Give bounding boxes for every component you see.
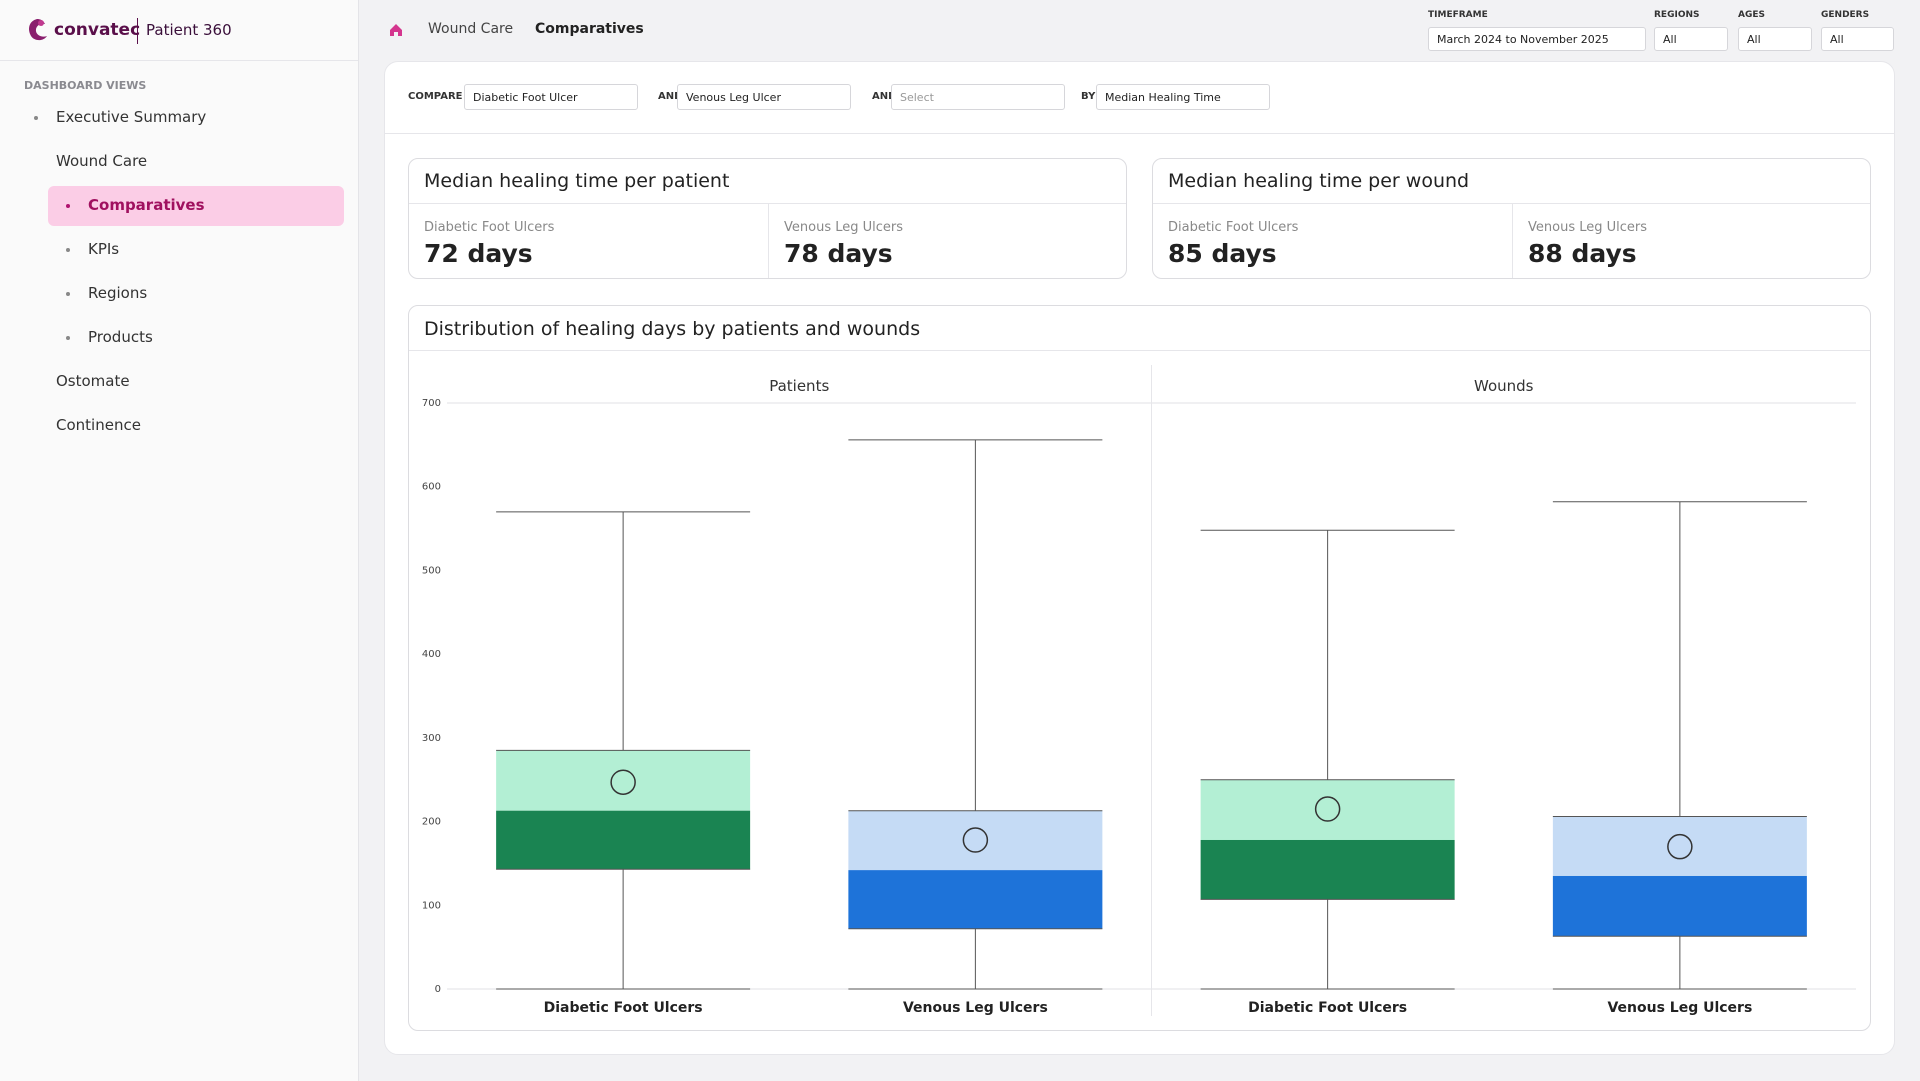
- mean-marker: [1667, 833, 1693, 860]
- y-tick-label: 400: [422, 649, 441, 660]
- nav-bullet: [34, 116, 38, 120]
- nav-item[interactable]: Wound Care: [56, 152, 148, 170]
- breadcrumb-item[interactable]: Wound Care: [428, 21, 514, 37]
- filter-dropdown[interactable]: All: [1738, 27, 1812, 51]
- y-tick-label: 200: [422, 817, 441, 828]
- nav-bullet: [66, 336, 70, 340]
- kpi-value: 78 days: [784, 239, 893, 268]
- compare-value: Median Healing Time: [1105, 90, 1221, 104]
- compare-dropdown[interactable]: Median Healing Time: [1096, 84, 1270, 110]
- filter-value: March 2024 to November 2025: [1437, 32, 1609, 46]
- filter-dropdown[interactable]: March 2024 to November 2025: [1428, 27, 1646, 51]
- kpi-col-divider: [1512, 204, 1513, 278]
- breadcrumb-item: Comparatives: [535, 21, 644, 37]
- x-tick-label: Diabetic Foot Ulcers: [1248, 1000, 1407, 1016]
- compare-value: Diabetic Foot Ulcer: [473, 90, 578, 104]
- compare-label: AND: [658, 91, 683, 102]
- kpi-title: Median healing time per patient: [424, 170, 730, 192]
- kpi-label: Venous Leg Ulcers: [784, 220, 904, 235]
- compare-dropdown[interactable]: Venous Leg Ulcer: [677, 84, 851, 110]
- kpi-title: Median healing time per wound: [1168, 170, 1470, 192]
- nav-item[interactable]: Comparatives: [88, 196, 205, 214]
- compare-separator: [385, 133, 1894, 134]
- box-upper: [496, 750, 751, 811]
- filter-value: All: [1830, 32, 1844, 46]
- compare-dropdown[interactable]: Diabetic Foot Ulcer: [464, 84, 638, 110]
- box-lower: [496, 810, 751, 870]
- x-tick-label: Diabetic Foot Ulcers: [544, 1000, 703, 1016]
- brand-logo: [29, 19, 47, 41]
- nav-bullet: [66, 204, 70, 208]
- nav-item[interactable]: Ostomate: [56, 372, 130, 390]
- compare-dropdown[interactable]: Select: [891, 84, 1065, 110]
- kpi-value: 88 days: [1528, 239, 1637, 268]
- kpi-label: Venous Leg Ulcers: [1528, 220, 1648, 235]
- box-upper: [848, 810, 1103, 871]
- brand-separator: [0, 60, 358, 61]
- panel-title: Wounds: [1474, 377, 1534, 395]
- box-upper: [1552, 816, 1807, 876]
- nav-item[interactable]: Executive Summary: [56, 108, 207, 126]
- filter-dropdown[interactable]: All: [1821, 27, 1894, 51]
- compare-label: BY: [1081, 91, 1096, 102]
- brand-divider: [137, 18, 138, 44]
- filter-value: All: [1747, 32, 1761, 46]
- mean-marker: [1314, 796, 1341, 822]
- nav-item[interactable]: KPIs: [88, 240, 120, 258]
- compare-label: COMPARE: [408, 91, 463, 102]
- filter-label: AGES: [1738, 10, 1765, 20]
- y-tick-label: 100: [422, 900, 441, 911]
- filter-label: GENDERS: [1821, 10, 1870, 20]
- box-lower: [1552, 875, 1807, 937]
- kpi-value: 85 days: [1168, 239, 1277, 268]
- kpi-card: Median healing time per wound Diabetic Fo…: [1152, 158, 1871, 279]
- filter-label: REGIONS: [1654, 10, 1700, 20]
- kpi-card: Median healing time per patient Diabetic …: [408, 158, 1127, 279]
- compare-label: AND: [872, 91, 897, 102]
- filter-label: TIMEFRAME: [1428, 10, 1488, 20]
- filter-dropdown[interactable]: All: [1654, 27, 1728, 51]
- nav-item[interactable]: Regions: [88, 284, 148, 302]
- kpi-value: 72 days: [424, 239, 533, 268]
- sidebar-heading: DASHBOARD VIEWS: [24, 79, 147, 92]
- nav-item[interactable]: Continence: [56, 416, 141, 434]
- brand-name: convatec: [54, 20, 141, 40]
- kpi-divider: [1153, 203, 1870, 204]
- kpi-col-divider: [768, 204, 769, 278]
- y-tick-label: 600: [422, 482, 441, 493]
- box-lower: [848, 870, 1103, 929]
- box-lower: [1200, 839, 1455, 900]
- nav-active-bg: [48, 186, 344, 226]
- mean-marker: [962, 827, 989, 853]
- chart-title-divider: [409, 350, 1870, 351]
- y-tick-label: 300: [422, 733, 441, 744]
- nav-bullet: [66, 248, 70, 252]
- kpi-label: Diabetic Foot Ulcers: [1168, 220, 1299, 235]
- nav-item[interactable]: Products: [88, 328, 153, 346]
- y-tick-label: 0: [435, 984, 441, 995]
- compare-placeholder: Select: [900, 90, 934, 104]
- home-icon[interactable]: [388, 22, 404, 38]
- filter-value: All: [1663, 32, 1677, 46]
- y-tick-label: 500: [422, 565, 441, 576]
- brand-product: Patient 360: [146, 21, 232, 39]
- nav-bullet: [66, 292, 70, 296]
- mean-marker: [610, 769, 636, 795]
- sidebar: convatec Patient 360 DASHBOARD VIEWS Exe…: [0, 0, 359, 1081]
- x-tick-label: Venous Leg Ulcers: [903, 1000, 1048, 1016]
- kpi-label: Diabetic Foot Ulcers: [424, 220, 555, 235]
- panel-title: Patients: [769, 377, 829, 395]
- y-tick-label: 700: [422, 398, 441, 409]
- box-upper: [1200, 779, 1455, 840]
- compare-value: Venous Leg Ulcer: [686, 90, 781, 104]
- kpi-divider: [409, 203, 1126, 204]
- x-tick-label: Venous Leg Ulcers: [1607, 1000, 1752, 1016]
- chart-title: Distribution of healing days by patients…: [424, 318, 921, 340]
